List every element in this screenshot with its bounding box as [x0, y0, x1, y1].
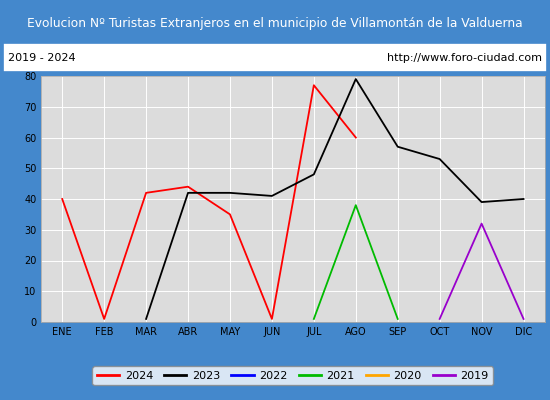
Text: 2019 - 2024: 2019 - 2024: [8, 53, 76, 63]
Legend: 2024, 2023, 2022, 2021, 2020, 2019: 2024, 2023, 2022, 2021, 2020, 2019: [92, 366, 493, 385]
Text: http://www.foro-ciudad.com: http://www.foro-ciudad.com: [387, 53, 542, 63]
Text: Evolucion Nº Turistas Extranjeros en el municipio de Villamontán de la Valduerna: Evolucion Nº Turistas Extranjeros en el …: [27, 16, 523, 30]
